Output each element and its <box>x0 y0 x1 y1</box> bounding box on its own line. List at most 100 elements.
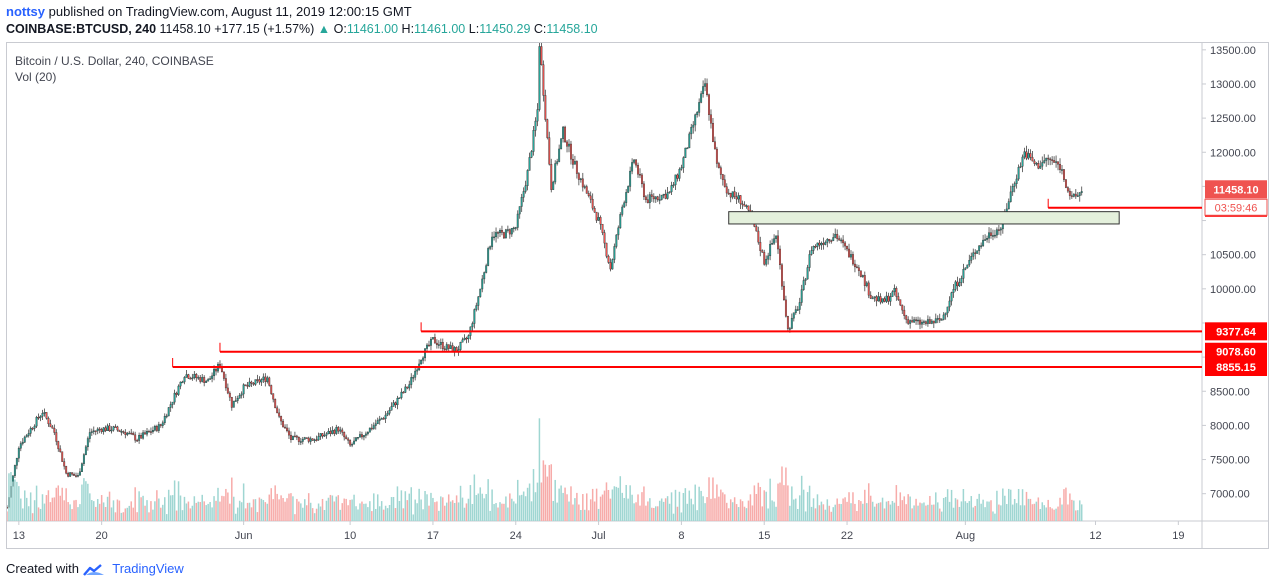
candle-body <box>73 473 75 476</box>
candle-body <box>116 426 119 431</box>
candle-body <box>134 434 137 441</box>
candle-body <box>333 430 336 434</box>
volume-bar <box>589 499 592 521</box>
volume-bar <box>39 508 42 521</box>
volume-bar <box>477 493 480 521</box>
candle-body <box>932 320 935 324</box>
volume-bar <box>866 503 868 521</box>
chart-area[interactable]: 7000.00 7500.00 8000.00 8500.00 10000.00 1050… <box>6 42 1269 549</box>
volume-bar <box>538 418 541 521</box>
candle-body <box>808 254 811 268</box>
candle-body <box>274 398 277 409</box>
candle-body <box>126 432 129 435</box>
candle-body <box>1031 157 1034 162</box>
candle-body <box>796 309 799 311</box>
candle-body <box>424 348 427 359</box>
volume-bar <box>355 506 357 521</box>
candle-body <box>390 406 393 411</box>
tradingview-logo-icon[interactable] <box>82 561 109 576</box>
volume-bar <box>262 500 265 521</box>
volume-study-label[interactable]: Vol (20) <box>15 70 57 84</box>
volume-bar <box>532 469 535 521</box>
volume-bar <box>743 506 746 521</box>
volume-bar <box>384 505 387 521</box>
volume-bar <box>27 506 30 521</box>
candle-body <box>861 275 864 277</box>
high-label: H: <box>401 22 415 36</box>
candle-body <box>1076 195 1079 197</box>
candle-body <box>146 431 148 435</box>
volume-bar <box>779 482 781 521</box>
candle-body <box>641 174 643 185</box>
author-link[interactable]: nottsy <box>6 4 45 19</box>
candle-body <box>617 227 620 236</box>
volume-bar <box>938 508 941 521</box>
candle-body <box>75 475 77 477</box>
volume-bar <box>816 494 819 521</box>
volume-bar <box>1049 507 1051 521</box>
volume-bar <box>795 498 797 521</box>
candle-body <box>534 120 537 131</box>
candle-body <box>936 318 939 320</box>
volume-bar <box>869 495 872 521</box>
volume-bar <box>201 494 203 521</box>
volume-bar <box>505 496 507 521</box>
candle-body <box>715 148 718 164</box>
volume-bar <box>238 500 241 521</box>
candle-body <box>242 384 245 395</box>
candle-body <box>173 392 176 403</box>
candle-body <box>725 186 728 194</box>
y-tick-label: 13500.00 <box>1210 45 1256 57</box>
volume-bar <box>365 503 367 521</box>
volume-bar <box>376 494 379 521</box>
candle-body <box>473 309 476 324</box>
candle-body <box>605 242 608 257</box>
volume-bar <box>128 505 131 521</box>
volume-bar <box>536 482 539 521</box>
volume-bar <box>621 492 623 521</box>
volume-bar <box>727 508 730 521</box>
candle-body <box>958 282 961 287</box>
volume-bar <box>850 503 852 521</box>
candle-body <box>550 164 553 190</box>
candle-body <box>907 319 910 324</box>
tradingview-brand[interactable]: TradingView <box>112 561 184 576</box>
candle-body <box>252 383 255 385</box>
candle-body <box>954 281 957 290</box>
candle-body <box>1049 158 1052 161</box>
candle-body <box>144 432 146 435</box>
candle-body <box>895 288 898 297</box>
volume-bar <box>735 504 738 521</box>
x-tick-label: Aug <box>956 530 976 542</box>
volume-bar <box>962 489 965 521</box>
volume-bar <box>731 502 734 521</box>
volume-bar <box>576 492 578 521</box>
volume-bar <box>879 502 882 521</box>
candle-body <box>110 429 113 432</box>
candle-body <box>311 438 314 441</box>
volume-bar <box>85 481 87 521</box>
x-tick-label: 24 <box>510 530 522 542</box>
volume-bar <box>909 496 911 521</box>
volume-bar <box>351 499 353 521</box>
candle-body <box>613 246 616 260</box>
candle-body <box>999 228 1002 231</box>
volume-bar <box>574 498 576 521</box>
candle-body <box>465 337 468 340</box>
candle-body <box>781 264 783 287</box>
candle-body <box>558 148 561 162</box>
volume-bar <box>120 512 123 521</box>
volume-bar <box>992 511 994 521</box>
candle-body <box>1057 161 1059 165</box>
candle-body <box>842 239 845 244</box>
candle-body <box>1037 163 1040 169</box>
candle-body <box>775 235 778 239</box>
candle-body <box>542 64 545 96</box>
countdown-tag <box>1204 198 1268 216</box>
candle-body <box>792 312 795 319</box>
price-chart[interactable]: 7000.00 7500.00 8000.00 8500.00 10000.00 1050… <box>7 43 1268 548</box>
candle-body <box>1063 169 1065 180</box>
volume-bar <box>745 508 748 521</box>
candle-body <box>1009 191 1012 202</box>
candle-body <box>599 217 602 225</box>
